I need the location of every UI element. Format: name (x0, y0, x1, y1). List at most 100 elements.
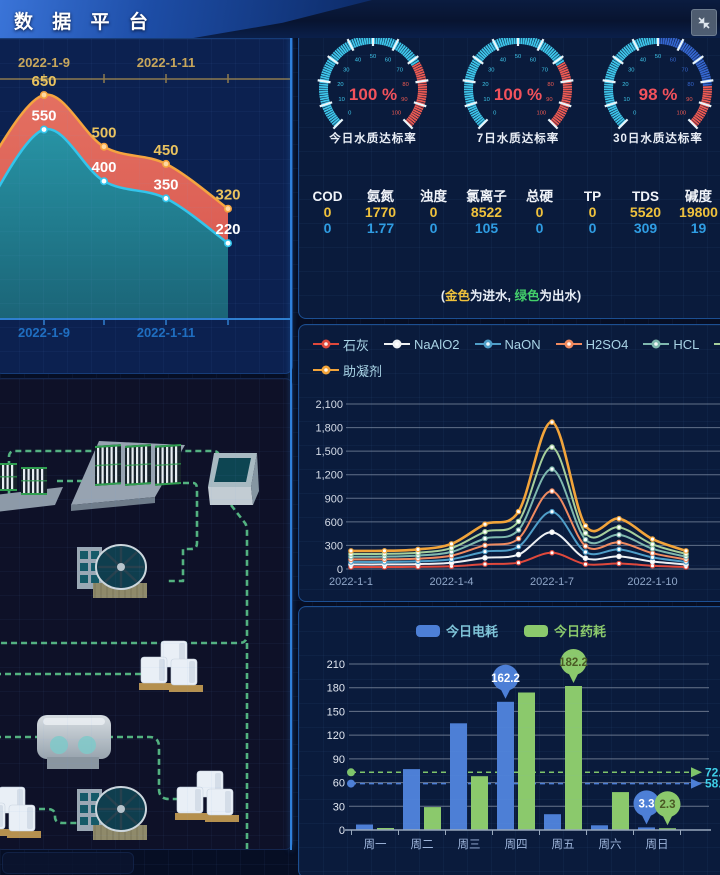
bar-今日电耗-周日 (638, 827, 655, 830)
legend-label: 石灰 (343, 337, 370, 353)
gauge-value: 100 % (349, 85, 397, 104)
bag-stack (139, 640, 203, 692)
reference-arrow-icon (691, 778, 702, 789)
gauge-tick-label: 100 (391, 110, 401, 116)
x-category-label: 周三 (458, 838, 481, 851)
legend-item-H2SO4[interactable]: H2SO4 (555, 336, 629, 352)
header-bar: 数 据 平 台 (0, 0, 720, 38)
data-point (39, 90, 48, 99)
gauge-tick-label: 40 (355, 58, 361, 64)
membrane-rack-unit (0, 463, 17, 491)
callout-value: 3.3 (639, 798, 655, 810)
bar-今日电耗-周三 (450, 723, 467, 830)
data-point (224, 239, 233, 248)
legend-item-NaON[interactable]: NaON (474, 337, 541, 352)
reference-arrow-icon (691, 767, 702, 778)
x-category-label: 周五 (552, 838, 575, 851)
data-point (649, 545, 656, 552)
y-tick-label: 1,500 (315, 446, 343, 458)
data-point (39, 125, 48, 134)
data-point (381, 548, 388, 554)
gauge-0: 0 10 20 30 40 50 60 70 80 90 100 100 % 今日水质达标率 (308, 31, 438, 174)
gauge-tick-label: 10 (483, 97, 489, 103)
gauge-tick-label: 50 (515, 54, 521, 60)
bottom-axis-label: 2022-1-11 (137, 325, 196, 340)
equipment-platform (0, 487, 63, 512)
gauge-tick-label: 0 (348, 110, 351, 116)
x-tick-label: 2022-1-1 (329, 576, 373, 588)
y-tick-label: 900 (325, 493, 343, 505)
data-point (549, 508, 555, 515)
data-point (549, 444, 555, 450)
data-point (582, 543, 589, 549)
table-value-cell: 0 (323, 220, 332, 236)
bar-今日药耗-周四 (518, 692, 535, 830)
callout-balloon: 182.2 (559, 649, 588, 683)
reference-dot (347, 768, 355, 777)
bar-今日药耗-周六 (612, 792, 629, 830)
legend-marker-icon (384, 339, 411, 349)
data-point (549, 466, 555, 472)
bottom-panel-edge (2, 852, 134, 874)
legend-item-助凝剂[interactable]: 助凝剂 (313, 361, 382, 380)
data-point (616, 539, 622, 546)
table-value-cell: 105 (474, 220, 499, 236)
data-point (162, 194, 171, 203)
data-point (482, 521, 488, 528)
data-label: 450 (153, 142, 178, 159)
area-fill (0, 129, 228, 319)
bag-stack (175, 770, 239, 822)
data-point (482, 542, 488, 549)
table-value-cell: 0 (535, 204, 544, 220)
gauge-tick-label: 80 (547, 82, 553, 88)
membrane-rack-unit (155, 443, 181, 486)
legend-item-今日电耗[interactable]: 今日电耗 (415, 621, 498, 640)
data-point (515, 551, 522, 558)
sludge-tank-machine (37, 715, 111, 769)
trend-line (350, 446, 687, 555)
data-label: 550 (31, 108, 56, 125)
gauge-tick-label: 40 (500, 58, 506, 64)
data-point (415, 546, 421, 553)
legend-item-NaCLO[interactable]: NaCLO (714, 337, 720, 352)
y-tick-label: 180 (327, 683, 345, 695)
legend-label: H2SO4 (585, 336, 629, 352)
trend-line (349, 420, 688, 553)
table-header-cell: TDS (632, 189, 659, 204)
data-point (582, 561, 589, 568)
data-label: 350 (153, 176, 178, 193)
legend-marker-icon (714, 343, 720, 345)
table-value-cell: 1.77 (366, 220, 395, 236)
bar-今日电耗-周六 (591, 825, 608, 830)
legend-item-石灰[interactable]: 石灰 (313, 335, 369, 354)
y-tick-label: 120 (327, 730, 345, 742)
y-tick-label: 1,200 (315, 470, 343, 482)
legend-marker-icon (313, 339, 339, 349)
storage-tank (208, 453, 259, 505)
bag-stack (0, 786, 41, 838)
legend-marker-icon (474, 339, 501, 349)
legend-item-NaAlO2[interactable]: NaAlO2 (384, 337, 460, 352)
panel-daily-consumption: 今日电耗 今日药耗 0 30 60 90 120 150 180 210 72.9758.74 周一… (298, 606, 720, 875)
membrane-rack-unit (21, 467, 47, 495)
data-point (100, 177, 109, 186)
legend-item-HCL[interactable]: HCL (643, 337, 699, 352)
clarifier-unit-2 (77, 786, 147, 840)
table-header-cell: 氯离子 (466, 189, 507, 204)
legend-item-今日药耗[interactable]: 今日药耗 (524, 621, 606, 640)
facility-3d-scene[interactable] (0, 379, 293, 850)
page-title: 数 据 平 台 (14, 12, 155, 33)
pipe-path (107, 735, 181, 801)
gauge-tick-label: 100 (676, 110, 686, 116)
table-header-cell: COD (312, 189, 343, 204)
data-point (549, 529, 555, 536)
table-header-cell: 氨氮 (367, 189, 394, 204)
legend-label: HCL (673, 336, 700, 352)
data-point (582, 549, 589, 555)
bar-今日药耗-周二 (424, 807, 441, 830)
collapse-window-button[interactable] (691, 9, 717, 36)
legend-swatch-icon (415, 624, 440, 637)
data-point (482, 555, 488, 561)
gauge-tick-label: 20 (622, 82, 628, 88)
